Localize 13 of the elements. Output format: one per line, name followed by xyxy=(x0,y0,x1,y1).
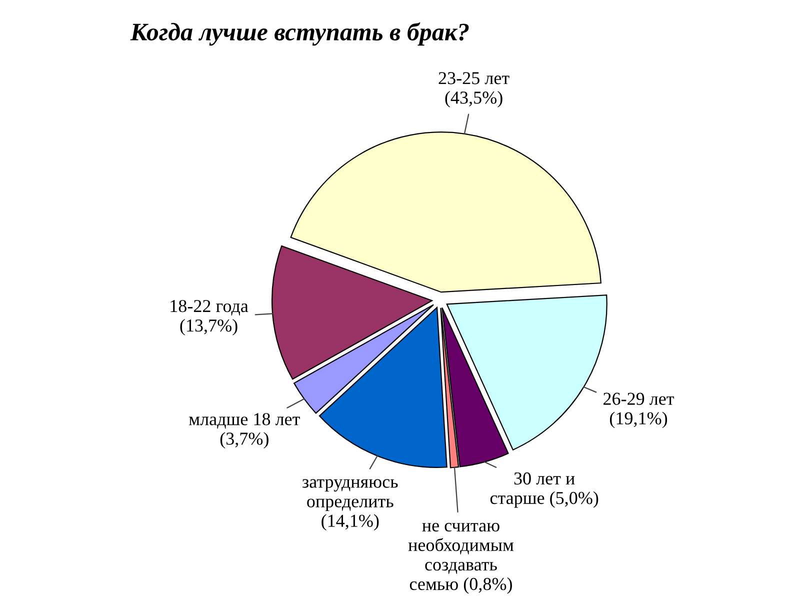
data-label: (19,1%) xyxy=(610,412,668,428)
data-label: (14,1%) xyxy=(322,514,379,531)
slice-label: не считаю необходимым создавать семью (0,8%) xyxy=(408,522,514,594)
data-label: (43,5%) xyxy=(445,91,502,108)
slice-label: 30 лет и старше (5,0%) xyxy=(490,472,598,508)
data-label: (13,7%) xyxy=(180,318,238,336)
slice-label: 26-29 лет xyxy=(604,392,674,405)
chart-title: Когда лучше вступать в брак? xyxy=(130,22,469,46)
slice-label: 23-25 лет xyxy=(438,72,510,84)
slice-label: младше 18 лет xyxy=(189,413,300,429)
data-label: (3,7%) xyxy=(220,432,268,448)
slice-label: 18-22 года xyxy=(170,300,248,316)
slice-label: затрудняюсь определить xyxy=(302,479,398,512)
